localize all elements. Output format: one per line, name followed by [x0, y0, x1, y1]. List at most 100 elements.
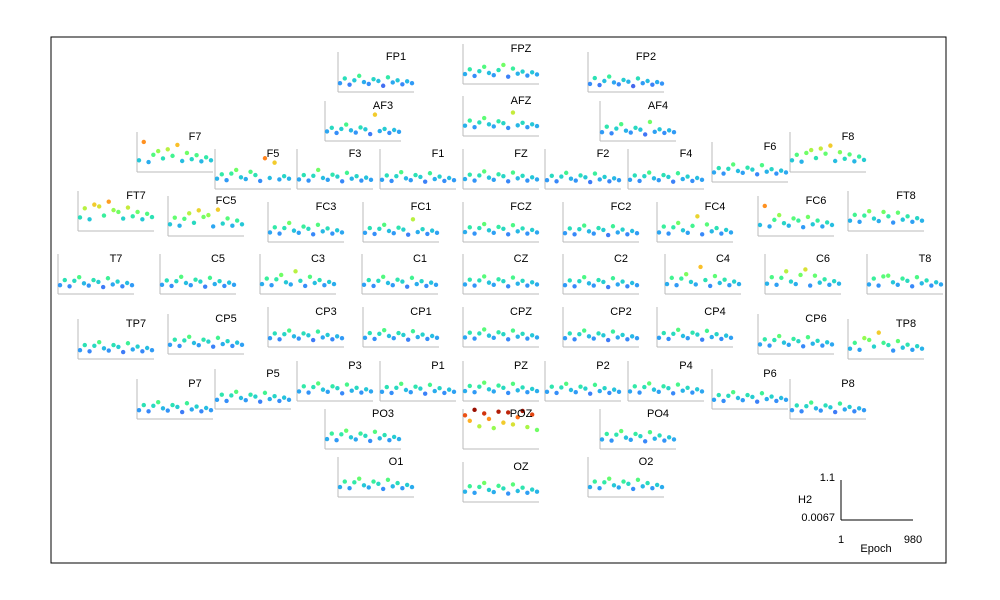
data-point: [92, 202, 97, 207]
data-point: [277, 231, 282, 236]
data-point: [510, 66, 516, 71]
data-point: [824, 220, 830, 225]
channel-label: FC5: [216, 195, 237, 207]
data-point: [680, 333, 686, 339]
data-point: [779, 275, 784, 281]
data-point: [491, 389, 496, 394]
data-point: [620, 227, 625, 232]
data-point: [462, 123, 468, 128]
channel-label: F6: [764, 141, 777, 153]
x-tick-label: 980: [904, 534, 922, 546]
data-point: [510, 170, 516, 175]
data-point: [243, 397, 248, 403]
channel-label: TP8: [896, 318, 916, 330]
data-point: [525, 231, 530, 236]
data-point: [135, 344, 140, 349]
data-point: [170, 402, 175, 408]
data-point: [481, 380, 487, 385]
data-point: [277, 177, 282, 182]
data-point: [315, 167, 321, 173]
data-point: [343, 122, 349, 127]
data-point: [310, 232, 316, 237]
data-point: [191, 340, 197, 346]
data-point: [310, 337, 316, 343]
data-point: [810, 341, 815, 346]
data-point: [387, 437, 392, 443]
data-point: [633, 431, 638, 437]
data-point: [615, 335, 620, 340]
data-point: [170, 153, 175, 159]
data-point: [384, 173, 389, 178]
data-point: [446, 175, 452, 181]
channel-label: FC2: [611, 201, 632, 213]
data-point: [583, 175, 588, 180]
data-point: [910, 347, 915, 353]
data-point: [562, 230, 568, 236]
data-point: [467, 418, 472, 424]
data-point: [606, 74, 612, 79]
data-point: [759, 391, 765, 396]
data-point: [363, 127, 368, 132]
data-point: [165, 147, 170, 152]
data-point: [786, 223, 791, 228]
data-point: [366, 81, 371, 87]
data-point: [410, 217, 416, 222]
data-point: [620, 332, 625, 338]
data-point: [306, 226, 311, 232]
data-point: [82, 206, 87, 211]
data-point: [390, 80, 395, 85]
data-point: [325, 332, 330, 338]
data-point: [938, 282, 944, 287]
data-point: [592, 479, 597, 484]
data-point: [515, 229, 520, 234]
data-point: [330, 231, 335, 236]
data-point: [832, 158, 838, 164]
data-point: [731, 279, 737, 284]
data-point: [730, 389, 736, 395]
data-point: [491, 177, 496, 183]
data-point: [472, 73, 477, 79]
data-point: [501, 331, 506, 337]
data-point: [437, 385, 442, 391]
data-point: [329, 431, 334, 436]
data-point: [462, 388, 468, 394]
data-point: [349, 388, 354, 393]
data-point: [315, 381, 321, 386]
data-point: [486, 416, 492, 422]
data-point: [847, 152, 852, 157]
data-point: [699, 337, 705, 342]
data-point: [813, 155, 819, 161]
data-point: [337, 484, 343, 490]
data-point: [206, 339, 211, 344]
data-point: [325, 177, 330, 183]
data-point: [800, 224, 806, 230]
data-point: [130, 214, 135, 219]
channel-label: P5: [266, 368, 279, 380]
data-point: [578, 173, 583, 178]
data-point: [818, 146, 823, 151]
data-point: [477, 484, 482, 490]
data-point: [832, 409, 838, 415]
data-point: [144, 345, 150, 351]
data-point: [861, 407, 867, 413]
data-point: [301, 331, 306, 336]
data-point: [462, 71, 468, 77]
data-point: [646, 170, 652, 175]
data-point: [650, 82, 655, 87]
data-point: [424, 283, 429, 289]
data-point: [669, 275, 674, 281]
data-point: [525, 490, 530, 496]
data-point: [510, 328, 516, 333]
data-point: [477, 173, 482, 178]
data-point: [626, 481, 631, 487]
data-point: [296, 230, 301, 236]
data-point: [515, 414, 520, 420]
data-point: [505, 491, 511, 496]
data-point: [847, 404, 852, 410]
data-point: [856, 154, 862, 159]
data-point: [630, 486, 636, 492]
data-point: [334, 437, 339, 443]
data-point: [467, 383, 472, 389]
data-point: [767, 224, 772, 229]
data-point: [562, 282, 568, 288]
